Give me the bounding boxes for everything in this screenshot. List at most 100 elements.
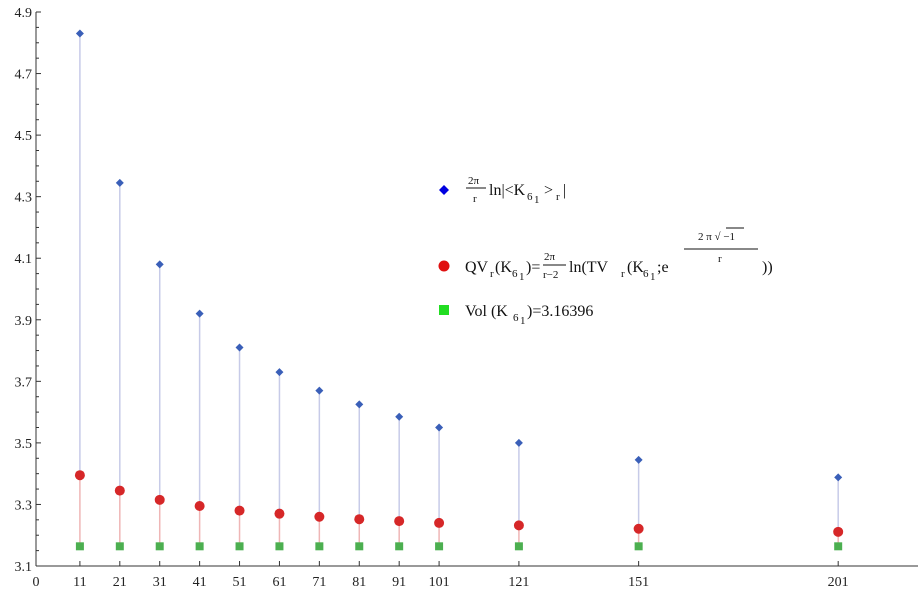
legend-s1-text-b: >: [544, 182, 553, 199]
legend-s2-text-f: ;e: [657, 259, 669, 276]
y-tick-label: 4.5: [15, 129, 33, 144]
legend-s2-text-a: QV: [465, 259, 489, 276]
legend-s3-sub: 6: [513, 312, 519, 324]
point-circle: [74, 470, 85, 481]
x-tick-label: 21: [113, 575, 127, 590]
point-square: [634, 542, 643, 551]
point-diamond: [435, 423, 444, 432]
point-square: [275, 542, 284, 551]
y-tick-label: 3.7: [15, 375, 33, 390]
x-tick-label: 11: [73, 575, 86, 590]
y-tick-label: 3.9: [15, 314, 33, 329]
legend-s1-frac-den: r: [473, 193, 477, 205]
y-tick-label: 4.3: [15, 191, 33, 206]
point-circle: [274, 508, 285, 519]
legend-s2-exp-den: r: [718, 253, 722, 265]
x-tick-label: 31: [153, 575, 167, 590]
point-circle: [394, 516, 405, 527]
y-tick-label: 3.5: [15, 437, 33, 452]
legend: 2π r ln|<K 6 1 > r | QV r (K 6 1 )= 2π r…: [438, 175, 773, 327]
y-tick-label: 4.9: [15, 6, 33, 21]
y-tick-label: 3.1: [15, 560, 33, 575]
y-tick-label: 3.3: [15, 498, 33, 513]
point-circle: [633, 523, 644, 534]
x-tick-label: 0: [33, 575, 40, 590]
point-diamond: [395, 412, 404, 421]
point-diamond: [155, 260, 164, 269]
point-diamond: [115, 178, 124, 187]
point-circle: [314, 511, 325, 522]
point-square: [235, 542, 244, 551]
point-circle: [513, 520, 524, 531]
legend-s2-subsub: 1: [519, 271, 525, 283]
y-tick-label: 4.1: [15, 252, 33, 267]
axes-layer: 3.13.33.53.73.94.14.34.54.74.90 11 21 31 41 5…: [15, 6, 918, 590]
point-diamond: [315, 386, 324, 395]
legend-s2-text-g: )): [762, 259, 773, 276]
legend-s2-text-c: )=: [526, 259, 540, 276]
point-square: [155, 542, 164, 551]
point-square: [115, 542, 124, 551]
legend-s2-frac-num: 2π: [544, 251, 556, 263]
legend-s2-text-d: ln(TV: [569, 259, 609, 276]
point-diamond: [634, 455, 643, 464]
point-circle: [114, 485, 125, 496]
legend-s1-subsub: 1: [534, 194, 540, 206]
x-tick-label: 51: [233, 575, 247, 590]
legend-s3-text-a: Vol (K: [465, 303, 508, 320]
legend-marker-diamond: [439, 185, 449, 195]
y-tick-label: 4.7: [15, 68, 33, 83]
x-tick-label: 81: [352, 575, 366, 590]
legend-s2-subsub2: 1: [650, 271, 656, 283]
x-tick-label: 61: [272, 575, 286, 590]
point-square: [355, 542, 364, 551]
point-circle: [434, 517, 445, 528]
point-diamond: [235, 343, 244, 352]
x-tick-label: 101: [429, 575, 450, 590]
legend-s2-frac-den: r−2: [543, 269, 558, 281]
point-square: [395, 542, 404, 551]
legend-s3-subsub: 1: [520, 315, 526, 327]
legend-s1-text-c: |: [563, 182, 566, 199]
point-square: [435, 542, 444, 551]
point-diamond: [355, 400, 364, 409]
x-tick-label: 71: [312, 575, 326, 590]
legend-s2-exp-num: 2 π √ −1: [698, 231, 735, 243]
legend-s1-sub-r: r: [556, 191, 560, 203]
legend-s1-frac-num: 2π: [468, 175, 480, 187]
stems-layer: [79, 33, 839, 547]
legend-marker-square: [439, 305, 449, 315]
point-circle: [194, 500, 205, 511]
point-square: [315, 542, 324, 551]
legend-entry-series-1: 2π r ln|<K 6 1 > r |: [439, 175, 566, 206]
point-diamond: [275, 368, 284, 377]
legend-entry-series-2: QV r (K 6 1 )= 2π r−2 ln(TV r (K 6 1 ;e …: [438, 227, 773, 283]
point-square: [834, 542, 843, 551]
point-diamond: [195, 309, 204, 318]
legend-s3-text-b: )=3.16396: [527, 303, 593, 320]
point-diamond: [75, 29, 84, 38]
marks-layer: [74, 29, 844, 551]
legend-s2-sub-r2: r: [621, 268, 625, 280]
x-tick-label: 121: [508, 575, 529, 590]
point-circle: [354, 514, 365, 525]
point-square: [514, 542, 523, 551]
x-tick-label: 201: [828, 575, 849, 590]
legend-entry-series-3: Vol (K 6 1 )=3.16396: [439, 303, 593, 327]
legend-s2-text-e: (K: [627, 259, 644, 276]
legend-marker-circle: [438, 260, 450, 272]
legend-s2-text-b: (K: [495, 259, 512, 276]
point-diamond: [514, 438, 523, 447]
legend-s2-sub: 6: [512, 268, 518, 280]
legend-s1-text-a: ln|<K: [489, 182, 526, 199]
point-diamond: [834, 473, 843, 482]
x-tick-label: 151: [628, 575, 649, 590]
point-circle: [234, 505, 245, 516]
legend-s1-sub: 6: [527, 191, 533, 203]
point-square: [195, 542, 204, 551]
point-circle: [833, 526, 844, 537]
point-square: [75, 542, 84, 551]
legend-s2-sub2: 6: [643, 268, 649, 280]
point-circle: [154, 494, 165, 505]
